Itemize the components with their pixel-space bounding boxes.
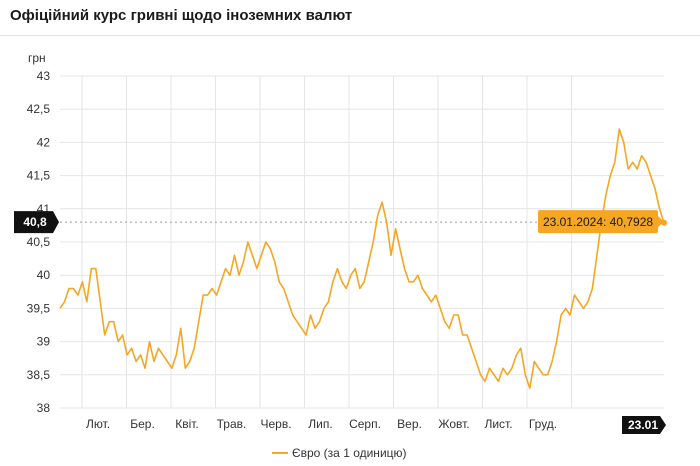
y-tick-label: 38,5 (27, 368, 51, 382)
x-tick-label: Черв. (260, 417, 291, 431)
x-end-label: 23.01 (628, 418, 658, 432)
y-axis-label: грн (28, 51, 46, 65)
y-marker-badge (14, 211, 59, 234)
x-tick-label: Лип. (308, 417, 332, 431)
x-tick-label: Трав. (217, 417, 247, 431)
x-tick-label: Жовт. (438, 417, 469, 431)
y-tick-label: 39,5 (27, 301, 51, 315)
x-tick-label: Груд. (529, 417, 557, 431)
tooltip-text: 23.01.2024: 40,7928 (543, 215, 653, 229)
chart-header: Офіційний курс гривні щодо іноземних вал… (0, 0, 700, 36)
series-line-euro (59, 128, 665, 389)
y-tick-label: 38 (37, 401, 51, 415)
tooltip-pointer (658, 216, 664, 228)
x-tick-label: Лют. (86, 417, 110, 431)
legend-label: Євро (за 1 одиницю) (292, 446, 407, 460)
y-tick-label: 40 (37, 268, 51, 282)
x-tick-label: Серп. (349, 417, 381, 431)
tooltip-box (538, 210, 658, 234)
x-tick-label: Бер. (130, 417, 155, 431)
x-tick-label: Квіт. (175, 417, 199, 431)
y-tick-label: 39 (37, 335, 51, 349)
y-tick-label: 42,5 (27, 102, 51, 116)
y-tick-label: 42 (37, 135, 51, 149)
y-tick-label: 41,5 (27, 169, 51, 183)
y-marker-label: 40,8 (23, 215, 47, 229)
y-tick-label: 40,5 (27, 235, 51, 249)
x-tick-label: Вер. (397, 417, 422, 431)
y-tick-label: 43 (37, 69, 51, 83)
chart-title: Офіційний курс гривні щодо іноземних вал… (10, 7, 353, 24)
x-tick-label: Лист. (484, 417, 512, 431)
x-end-badge (622, 416, 666, 434)
